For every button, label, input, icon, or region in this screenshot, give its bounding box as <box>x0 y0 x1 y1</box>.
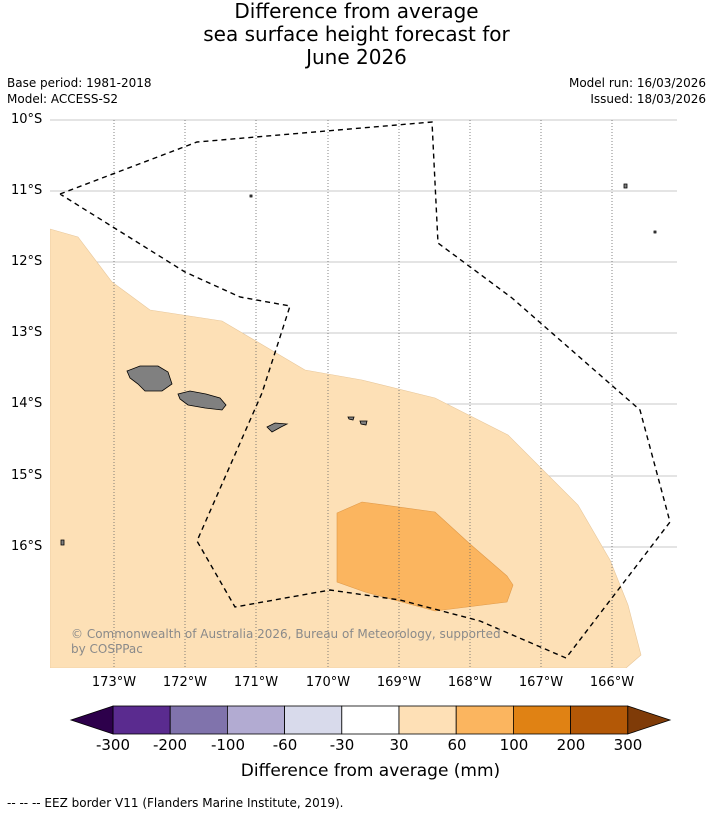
eez-legend-footer: -- -- -- EEZ border V11 (Flanders Marine… <box>7 796 344 810</box>
lon-label-173w: 173°W <box>91 675 137 690</box>
colorbar-swatch-0 <box>112 705 171 735</box>
colorbar-tick-6: 60 <box>447 736 467 754</box>
colorbar-tick-3: -60 <box>272 736 298 754</box>
colorbar-swatch-8 <box>570 705 629 735</box>
copyright-notice: © Commonwealth of Australia 2026, Bureau… <box>71 627 501 657</box>
tau-island <box>359 420 368 426</box>
colorbar-tick-1: -200 <box>152 736 188 754</box>
lat-label-16s: 16°S <box>11 539 43 554</box>
anomaly-region-30-60 <box>50 228 642 668</box>
ofu-island <box>347 416 355 421</box>
lat-label-12s: 12°S <box>11 254 43 269</box>
land-islands <box>60 183 657 546</box>
lat-label-15s: 15°S <box>11 468 43 483</box>
lat-label-13s: 13°S <box>11 325 43 340</box>
chart-title: Difference from average sea surface heig… <box>0 0 713 69</box>
lon-label-167w: 167°W <box>518 675 564 690</box>
title-line-2: sea surface height forecast for <box>203 22 510 46</box>
lon-label-166w: 166°W <box>589 675 635 690</box>
lat-label-11s: 11°S <box>11 183 43 198</box>
lat-label-10s: 10°S <box>11 112 43 127</box>
colorbar-swatch-3 <box>284 705 343 735</box>
colorbar-low-extend <box>69 705 114 735</box>
tutuila-island <box>266 422 289 433</box>
colorbar-tick-4: -30 <box>329 736 355 754</box>
model-run-text: Model run: 16/03/2026 <box>568 76 706 90</box>
colorbar-swatch-1 <box>169 705 228 735</box>
savaii-island <box>126 365 173 392</box>
upolu-island <box>177 390 227 411</box>
islet-4 <box>653 230 657 234</box>
colorbar <box>69 705 672 735</box>
colorbar-swatch-2 <box>226 705 285 735</box>
colorbar-tick-0: -300 <box>95 736 131 754</box>
islet-3 <box>60 539 65 546</box>
colorbar-tick-5: 30 <box>389 736 409 754</box>
lat-label-14s: 14°S <box>11 396 43 411</box>
copyright-line-1: © Commonwealth of Australia 2026, Bureau… <box>71 627 501 641</box>
islet-1 <box>249 194 253 198</box>
title-line-1: Difference from average <box>234 0 479 23</box>
colorbar-high-extend <box>627 705 672 735</box>
colorbar-swatch-4 <box>341 705 400 735</box>
colorbar-tick-7: 100 <box>499 736 529 754</box>
colorbar-tick-9: 300 <box>613 736 643 754</box>
model-text: Model: ACCESS-S2 <box>7 92 119 106</box>
colorbar-swatch-7 <box>513 705 572 735</box>
lon-label-170w: 170°W <box>305 675 351 690</box>
meta-left: Base period: 1981-2018 Model: ACCESS-S2 <box>7 75 152 107</box>
lon-label-168w: 168°W <box>447 675 493 690</box>
colorbar-swatch-5 <box>398 705 457 735</box>
lon-label-171w: 171°W <box>233 675 279 690</box>
copyright-line-2: by COSPPac <box>71 642 143 656</box>
anomaly-region-60-100 <box>336 501 514 612</box>
colorbar-swatch-6 <box>455 705 514 735</box>
issued-text: Issued: 18/03/2026 <box>590 92 706 106</box>
lon-label-169w: 169°W <box>376 675 422 690</box>
colorbar-tick-2: -100 <box>210 736 246 754</box>
base-period-text: Base period: 1981-2018 <box>7 76 152 90</box>
colorbar-label: Difference from average (mm) <box>240 761 501 781</box>
lon-label-172w: 172°W <box>162 675 208 690</box>
meta-right: Model run: 16/03/2026 Issued: 18/03/2026 <box>569 75 706 107</box>
colorbar-tick-8: 200 <box>556 736 586 754</box>
islet-2 <box>623 183 628 189</box>
title-line-3: June 2026 <box>306 45 407 69</box>
